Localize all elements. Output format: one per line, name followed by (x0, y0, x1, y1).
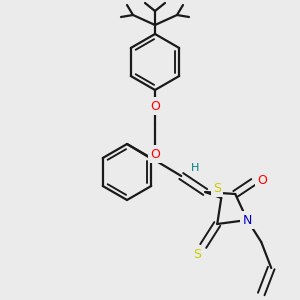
Text: H: H (191, 163, 200, 173)
Text: S: S (213, 182, 221, 194)
Text: N: N (243, 214, 252, 226)
Text: O: O (150, 100, 160, 112)
Text: O: O (150, 148, 160, 160)
Text: S: S (193, 248, 201, 260)
Text: O: O (257, 173, 267, 187)
